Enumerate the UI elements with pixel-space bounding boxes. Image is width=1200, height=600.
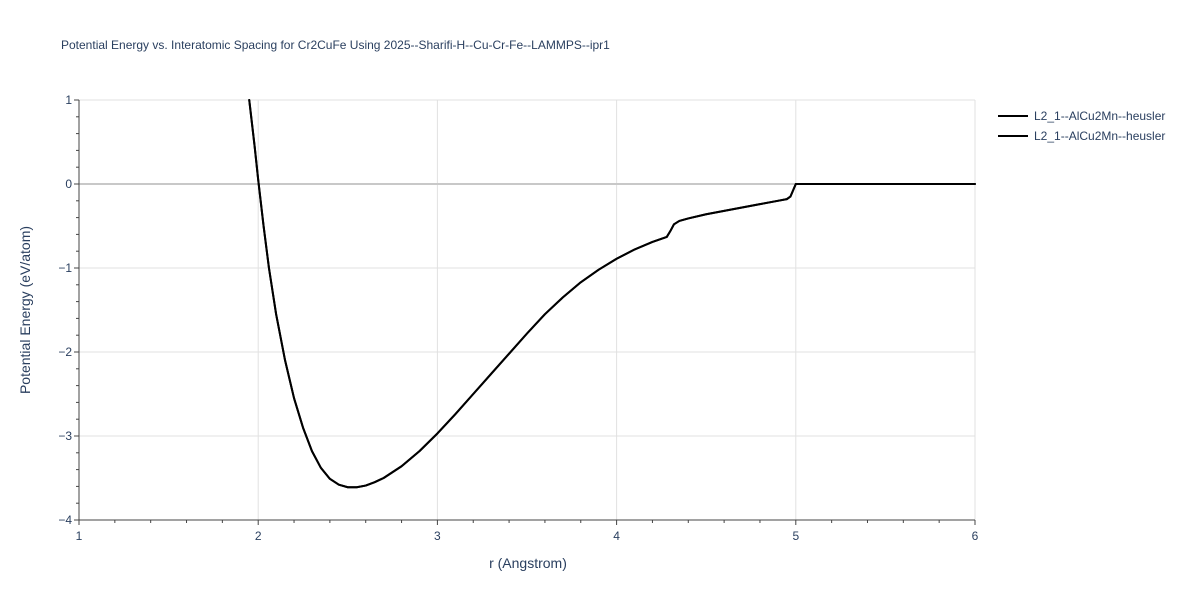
legend-label-1: L2_1--AlCu2Mn--heusler	[1034, 109, 1166, 123]
series-line-1	[248, 99, 976, 489]
legend-label-2: L2_1--AlCu2Mn--heusler	[1034, 129, 1166, 143]
grid-lines	[79, 99, 976, 520]
chart-title: Potential Energy vs. Interatomic Spacing…	[61, 38, 610, 52]
y-tick-label: −3	[58, 429, 72, 443]
y-axis-title: Potential Energy (eV/atom)	[17, 226, 33, 394]
axes	[74, 99, 976, 525]
x-tick-label: 3	[434, 529, 441, 543]
tick-labels: 1 2 3 4 5 6 1 0 −1 −2 −3 −4	[58, 93, 978, 543]
x-axis-title: r (Angstrom)	[489, 555, 567, 571]
series-line-2	[248, 99, 976, 489]
y-tick-label: −1	[58, 261, 72, 275]
legend-swatch-2	[998, 135, 1028, 137]
x-tick-label: 1	[76, 529, 83, 543]
y-tick-label: 1	[65, 93, 72, 107]
legend-swatch-1	[998, 115, 1028, 117]
y-tick-label: −4	[58, 513, 72, 527]
x-tick-label: 5	[792, 529, 799, 543]
legend: L2_1--AlCu2Mn--heusler L2_1--AlCu2Mn--he…	[998, 106, 1165, 146]
x-tick-label: 6	[972, 529, 979, 543]
legend-item-1[interactable]: L2_1--AlCu2Mn--heusler	[998, 106, 1165, 126]
y-tick-label: −2	[58, 345, 72, 359]
legend-item-2[interactable]: L2_1--AlCu2Mn--heusler	[998, 126, 1165, 146]
x-tick-label: 4	[613, 529, 620, 543]
series-layer	[248, 99, 976, 489]
x-tick-label: 2	[255, 529, 262, 543]
y-tick-label: 0	[65, 177, 72, 191]
